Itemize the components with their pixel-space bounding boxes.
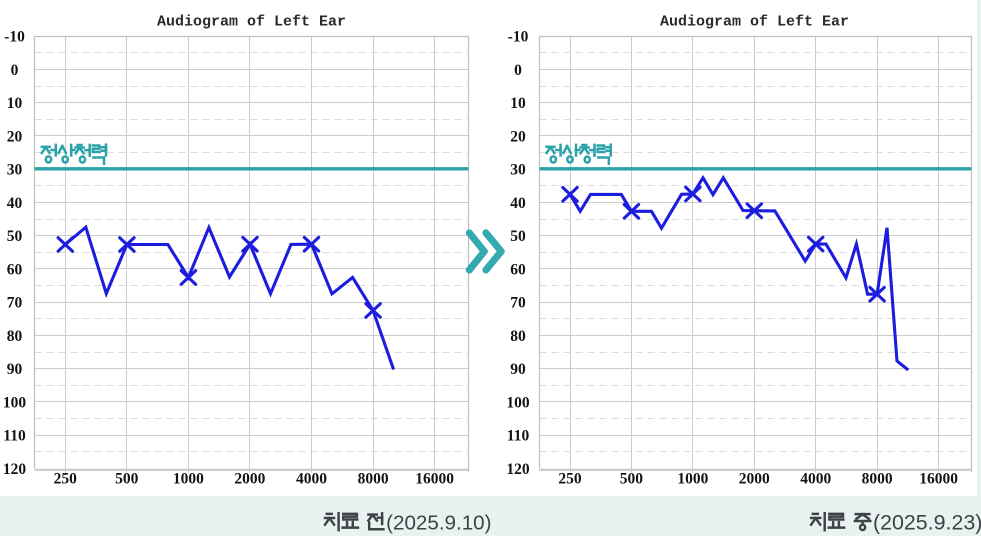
- svg-text:110: 110: [507, 428, 530, 445]
- svg-text:8000: 8000: [862, 470, 893, 487]
- svg-text:1000: 1000: [173, 470, 204, 487]
- svg-text:0: 0: [11, 62, 19, 79]
- svg-text:30: 30: [7, 162, 23, 179]
- svg-text:Audiogram of Left Ear: Audiogram of Left Ear: [157, 14, 346, 31]
- svg-text:20: 20: [7, 128, 23, 145]
- svg-text:120: 120: [3, 461, 27, 478]
- svg-text:60: 60: [7, 261, 23, 278]
- svg-text:500: 500: [115, 470, 139, 487]
- svg-text:2000: 2000: [234, 470, 265, 487]
- svg-text:-10: -10: [4, 29, 25, 46]
- svg-text:250: 250: [54, 470, 78, 487]
- svg-text:8000: 8000: [358, 470, 389, 487]
- svg-text:10: 10: [510, 95, 526, 112]
- svg-text:100: 100: [506, 394, 530, 411]
- svg-text:16000: 16000: [415, 470, 454, 487]
- svg-text:40: 40: [7, 195, 23, 212]
- svg-text:-10: -10: [508, 29, 529, 46]
- svg-text:60: 60: [510, 261, 526, 278]
- svg-text:2000: 2000: [739, 470, 770, 487]
- svg-text:120: 120: [506, 461, 530, 478]
- svg-text:90: 90: [510, 361, 526, 378]
- svg-text:80: 80: [7, 328, 23, 345]
- svg-text:80: 80: [510, 328, 526, 345]
- svg-text:500: 500: [620, 470, 644, 487]
- svg-text:30: 30: [510, 162, 526, 179]
- svg-text:16000: 16000: [919, 470, 958, 487]
- svg-text:10: 10: [7, 95, 23, 112]
- svg-text:0: 0: [514, 62, 522, 79]
- svg-text:250: 250: [558, 470, 582, 487]
- svg-text:110: 110: [3, 428, 26, 445]
- svg-text:1000: 1000: [677, 470, 708, 487]
- svg-text:40: 40: [510, 195, 526, 212]
- svg-text:50: 50: [7, 228, 23, 245]
- svg-text:4000: 4000: [800, 470, 831, 487]
- svg-text:Audiogram of Left Ear: Audiogram of Left Ear: [660, 14, 849, 31]
- svg-text:4000: 4000: [296, 470, 327, 487]
- svg-text:90: 90: [7, 361, 23, 378]
- svg-text:70: 70: [510, 295, 526, 312]
- svg-text:70: 70: [7, 295, 23, 312]
- svg-text:20: 20: [510, 128, 526, 145]
- svg-text:50: 50: [510, 228, 526, 245]
- svg-text:(2025.9.23): (2025.9.23): [873, 511, 981, 535]
- svg-text:(2025.9.10): (2025.9.10): [386, 512, 491, 535]
- svg-text:100: 100: [3, 394, 27, 411]
